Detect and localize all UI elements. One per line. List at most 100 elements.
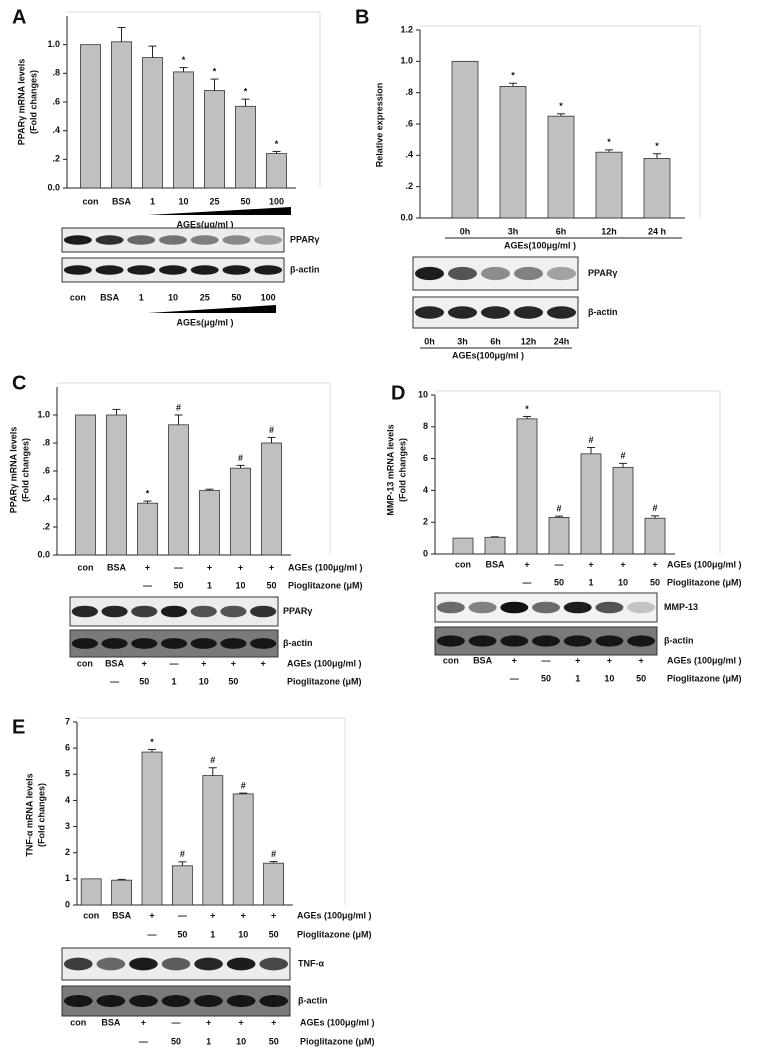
blot-band [161,995,191,1007]
bar [230,467,251,556]
blot-row-label: β-actin [588,307,618,317]
blot-row-label: β-actin [290,264,320,274]
bar [199,490,220,556]
significance-marker: # [210,755,215,765]
x-tick-label: + [210,910,215,920]
x-tick-label: + [238,562,243,572]
blot-band [96,957,126,971]
y-axis-title: (Fold changes) [36,783,46,847]
plot-frame [77,717,346,905]
blot-lane-label: 1 [139,292,144,302]
y-tick-label: 2 [65,847,70,857]
blot-band [259,957,289,971]
blot-band [414,306,445,319]
bar [499,86,527,219]
blot-band [480,306,511,319]
x-tick-label: 50 [177,929,187,939]
blot-lane-label: 6h [490,336,501,346]
blot-lane-label: + [607,655,612,665]
x-tick-label: 50 [266,580,276,590]
blot-band [96,995,126,1007]
blot-lane-label: — [110,676,119,686]
significance-marker: * [213,66,217,76]
blot-band [159,235,187,245]
y-tick-label: .8 [405,87,413,97]
bar [547,115,575,219]
blot-band [129,995,158,1007]
bar [168,424,189,556]
bar [173,71,194,189]
plot-frame [57,382,331,555]
bar [142,57,163,189]
blot-band [532,635,560,647]
dose-wedge [148,305,276,313]
blot-band [563,635,592,647]
bar [141,751,163,906]
y-tick-label: .8 [52,68,60,78]
blot-condition-label: AGEs (100μg/ml ) [667,655,742,665]
bar [516,418,538,555]
blot-band [190,605,217,618]
blot-lane-label: 50 [269,1036,279,1046]
blot-lane-label: + [575,655,580,665]
y-tick-label: 10 [418,389,428,399]
x-tick-label: 0h [460,226,471,236]
blot-lane-label: con [70,1017,86,1027]
bar [612,466,634,555]
blot-band [500,601,529,614]
blot-band [160,605,188,618]
blot-band [436,601,465,614]
x-tick-label: 25 [209,196,219,206]
blot-band [159,265,187,275]
blot-band [63,265,92,275]
x-tick-label: con [77,562,93,572]
blot-lane-label: — [139,1036,148,1046]
y-axis-title: PPARγ mRNA levels [8,427,18,514]
x-tick-label: 24 h [648,226,666,236]
y-axis-title: (Fold changes) [397,438,407,502]
significance-marker: # [241,780,246,790]
blot-band [259,995,289,1007]
blot-band [414,266,445,281]
bar [644,517,666,555]
x-tick-label: BSA [112,910,132,920]
plot-frame [67,11,321,188]
significance-marker: # [556,504,561,514]
blot-lane-label: BSA [101,1017,121,1027]
bar [548,517,570,555]
x-tick-label: 50 [173,580,183,590]
significance-marker: # [238,453,243,463]
blot-lane-label: + [512,655,517,665]
blot-lane-label: 100 [261,292,276,302]
blot-row-label: β-actin [664,635,694,645]
y-axis-title: TNF-α mRNA levels [24,773,34,856]
bar [232,793,254,906]
blot-band [226,995,256,1007]
blot-condition-label: AGEs(μg/ml ) [176,317,233,327]
blot-lane-label: 50 [139,676,149,686]
blot-lane-label: 10 [236,1036,246,1046]
blot-band [500,635,529,647]
blot-lane-label: 1 [206,1036,211,1046]
blot-lane-label: BSA [473,655,493,665]
blot-band [563,601,592,614]
blot-band [131,605,158,618]
blot-band [222,265,251,275]
blot-lane-label: 24h [554,336,570,346]
y-tick-label: 2 [423,517,428,527]
y-tick-label: 8 [423,421,428,431]
significance-marker: * [275,139,279,149]
significance-marker: # [180,849,185,859]
y-tick-label: .4 [42,493,50,503]
blot-band [546,306,577,319]
blot-lane-label: + [239,1017,244,1027]
blot-lane-label: 50 [231,292,241,302]
x-tick-label: — [523,577,532,587]
y-tick-label: 0.0 [47,182,60,192]
blot-row-label: PPARγ [283,606,312,616]
bar [266,153,287,189]
x-tick-label: + [652,559,657,569]
y-axis-title: (Fold changes) [20,438,30,502]
x-tick-label: 1 [588,577,593,587]
